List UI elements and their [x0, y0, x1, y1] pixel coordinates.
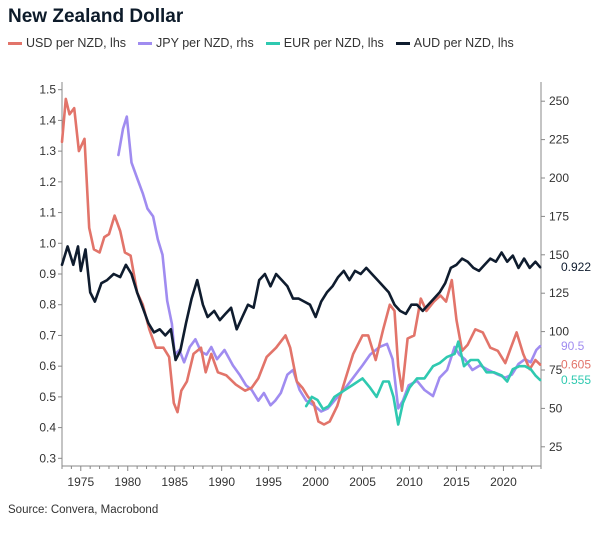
x-tick-label: 2000	[302, 475, 329, 489]
source-note: Source: Convera, Macrobond	[8, 504, 159, 516]
legend-label-eur: EUR per NZD, lhs	[283, 36, 384, 50]
left-tick-label: 0.7	[39, 328, 56, 342]
right-tick-label: 75	[549, 363, 563, 377]
left-tick-label: 1.5	[39, 83, 56, 97]
legend-label-usd: USD per NZD, lhs	[26, 36, 127, 50]
x-tick-label: 2010	[396, 475, 423, 489]
legend-swatch-eur	[265, 41, 280, 45]
right-tick-label: 50	[549, 401, 563, 415]
end-label-usd: 0.605	[561, 358, 591, 372]
legend-item-aud: AUD per NZD, lhs	[395, 36, 514, 50]
legend-swatch-jpy	[138, 41, 153, 45]
series-line-jpy	[117, 115, 542, 413]
end-label-aud: 0.922	[561, 260, 591, 274]
legend: USD per NZD, lhs JPY per NZD, rhs EUR pe…	[8, 36, 514, 50]
right-tick-label: 25	[549, 440, 563, 454]
left-tick-label: 1.4	[39, 113, 56, 127]
series-line-usd	[60, 97, 542, 426]
legend-item-usd: USD per NZD, lhs	[8, 36, 126, 50]
x-tick-label: 2015	[443, 475, 470, 489]
x-tick-label: 1980	[114, 475, 141, 489]
left-tick-label: 0.3	[39, 451, 56, 465]
left-tick-label: 1.3	[39, 144, 56, 158]
legend-swatch-usd	[8, 41, 22, 45]
x-tick-label: 1990	[208, 475, 235, 489]
left-tick-label: 0.8	[39, 298, 56, 312]
legend-item-eur: EUR per NZD, lhs	[265, 36, 384, 50]
left-tick-label: 1.2	[39, 175, 56, 189]
x-tick-label: 1985	[161, 475, 188, 489]
left-tick-label: 1.0	[39, 236, 56, 250]
series-line-aud	[60, 245, 542, 362]
right-tick-label: 125	[549, 286, 569, 300]
legend-label-jpy: JPY per NZD, rhs	[156, 36, 254, 50]
series-line-eur	[304, 340, 542, 426]
left-tick-label: 1.1	[39, 206, 56, 220]
right-tick-label: 225	[549, 133, 569, 147]
left-tick-label: 0.9	[39, 267, 56, 281]
end-label-eur: 0.555	[561, 373, 591, 387]
chart-title: New Zealand Dollar	[8, 6, 184, 27]
right-tick-label: 175	[549, 209, 569, 223]
x-tick-label: 2020	[490, 475, 517, 489]
legend-item-jpy: JPY per NZD, rhs	[138, 36, 254, 50]
left-tick-label: 0.6	[39, 359, 56, 373]
x-tick-label: 1975	[67, 475, 94, 489]
x-tick-label: 1995	[255, 475, 282, 489]
right-tick-label: 100	[549, 325, 569, 339]
left-tick-label: 0.4	[39, 421, 56, 435]
right-tick-label: 150	[549, 248, 569, 262]
left-tick-label: 0.5	[39, 390, 56, 404]
x-tick-label: 2005	[349, 475, 376, 489]
right-tick-label: 200	[549, 171, 569, 185]
legend-label-aud: AUD per NZD, lhs	[413, 36, 514, 50]
end-label-jpy: 90.5	[561, 339, 585, 353]
right-tick-label: 250	[549, 94, 569, 108]
legend-swatch-aud	[395, 41, 410, 45]
